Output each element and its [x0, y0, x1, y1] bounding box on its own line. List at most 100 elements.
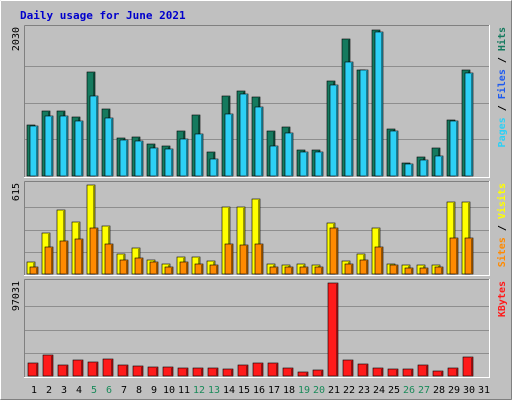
panel-legend: Sites / Visits [496, 183, 508, 267]
bar-shade [96, 97, 98, 176]
bar-body [104, 117, 114, 177]
legend-separator: / [497, 219, 508, 237]
bar-kbytes-day-7 [117, 364, 129, 377]
bar-sites-day-28 [434, 266, 444, 275]
panels-group: 2030 Pages / Files / Hits 615 Sites / Visit… [11, 25, 508, 378]
bar-shade [411, 269, 413, 274]
bar-sites-day-7 [119, 259, 129, 275]
bar-shade [81, 122, 83, 176]
bar-kbytes-day-25 [387, 368, 399, 377]
bar-sites-day-3 [59, 240, 69, 275]
bar-body [72, 359, 84, 377]
bar-shade [126, 141, 128, 176]
bar-shade [291, 134, 293, 176]
bar-body [449, 237, 459, 275]
bar-body [149, 147, 159, 177]
bar-pages-day-17 [269, 145, 279, 177]
bar-shade [186, 140, 188, 176]
bar-shade [66, 117, 68, 176]
bar-body [297, 371, 309, 377]
bar-kbytes-day-3 [57, 364, 69, 377]
bar-body [239, 244, 249, 275]
bar-kbytes-day-13 [207, 367, 219, 377]
bar-kbytes-day-14 [222, 368, 234, 377]
bar-shade [381, 248, 383, 274]
bar-shade [276, 147, 278, 176]
bar-body [282, 367, 294, 377]
bar-body [179, 261, 189, 275]
bar-shade [201, 369, 203, 376]
x-tick-label: 5 [91, 385, 97, 396]
bar-kbytes-day-22 [342, 359, 354, 377]
x-tick-label: 24 [373, 385, 385, 396]
x-tick-label: 7 [121, 385, 127, 396]
bar-shade [111, 245, 113, 274]
bar-shade [51, 248, 53, 274]
bar-shade [411, 165, 413, 176]
bar-shade [81, 240, 83, 274]
bar-body [404, 163, 414, 177]
bar-body [464, 237, 474, 275]
bar-shade [126, 366, 128, 376]
bar-pages-day-27 [419, 159, 429, 177]
bar-shade [96, 363, 98, 376]
bar-sites-day-26 [404, 267, 414, 275]
bar-pages-day-10 [164, 148, 174, 177]
legend-kbytes: KBytes [497, 281, 508, 317]
bar-pages-day-2 [44, 115, 54, 177]
x-tick-label: 21 [328, 385, 340, 396]
bar-shade [381, 369, 383, 376]
bar-body [117, 364, 129, 377]
panel-plot-area [24, 279, 490, 378]
bar-body [194, 133, 204, 177]
bar-kbytes-day-5 [87, 361, 99, 377]
bar-body [329, 227, 339, 275]
bar-body [164, 266, 174, 275]
bar-shade [141, 142, 143, 176]
bar-body [359, 69, 369, 177]
bar-sites-day-17 [269, 266, 279, 275]
bar-shade [291, 268, 293, 274]
x-tick-label: 13 [208, 385, 220, 396]
bar-kbytes-day-27 [417, 364, 429, 377]
bar-sites-day-6 [104, 243, 114, 275]
bar-pages-day-25 [389, 130, 399, 177]
bar-pages-day-23 [359, 69, 369, 177]
bar-shade [81, 361, 83, 376]
bar-pages-day-4 [74, 120, 84, 177]
bar-shade [111, 360, 113, 376]
bar-shade [456, 122, 458, 176]
x-tick-label: 22 [343, 385, 355, 396]
bar-body [147, 366, 159, 377]
legend-pages: Pages [497, 117, 508, 147]
x-tick-label: 23 [358, 385, 370, 396]
bar-shade [441, 157, 443, 176]
bar-body [162, 366, 174, 377]
bar-pages-day-22 [344, 61, 354, 177]
bar-body [314, 151, 324, 177]
bar-pages-day-6 [104, 117, 114, 177]
bar-shade [66, 242, 68, 274]
bar-pages-day-3 [59, 115, 69, 177]
bar-pages-day-16 [254, 106, 264, 177]
bar-body [284, 132, 294, 177]
bar-shade [366, 71, 368, 176]
bar-body [299, 151, 309, 177]
bar-body [284, 266, 294, 275]
bar-pages-day-29 [449, 120, 459, 177]
bar-sites-day-5 [89, 227, 99, 275]
bar-pages-day-12 [194, 133, 204, 177]
x-tick-label: 29 [448, 385, 460, 396]
bar-shade [51, 356, 53, 376]
bar-shade [396, 266, 398, 274]
bar-shade [36, 364, 38, 376]
x-tick-label: 9 [151, 385, 157, 396]
x-tick-label: 26 [403, 385, 415, 396]
bar-shade [216, 266, 218, 274]
bar-kbytes-day-9 [147, 366, 159, 377]
bar-shade [351, 63, 353, 176]
bar-pages-day-13 [209, 158, 219, 177]
bar-shade [246, 366, 248, 376]
x-tick-label: 12 [193, 385, 205, 396]
x-tick-label: 1 [31, 385, 37, 396]
